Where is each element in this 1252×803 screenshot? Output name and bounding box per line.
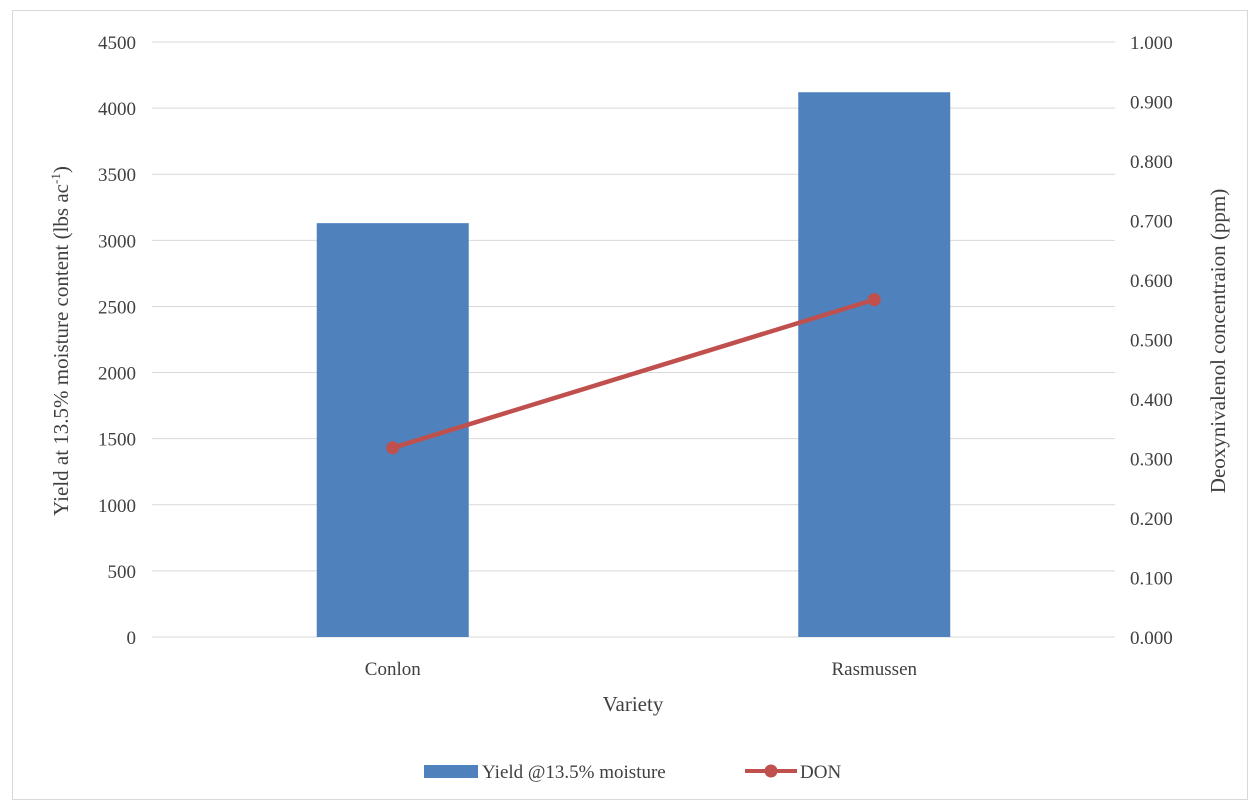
bar-series bbox=[316, 92, 951, 637]
chart-frame bbox=[12, 10, 1248, 800]
right-tick-label: 0.900 bbox=[1130, 93, 1173, 114]
right-tick-label: 0.100 bbox=[1130, 569, 1173, 590]
left-tick-label: 1000 bbox=[98, 496, 136, 517]
left-tick-label: 0 bbox=[127, 628, 137, 649]
left-tick-label: 4000 bbox=[98, 99, 136, 120]
right-tick-label: 0.000 bbox=[1130, 628, 1173, 649]
gridlines bbox=[152, 41, 1115, 638]
x-axis-title: Variety bbox=[603, 692, 664, 716]
line-series bbox=[386, 293, 881, 455]
right-tick-label: 0.700 bbox=[1130, 212, 1173, 233]
right-axis-title: Deoxynivalenol concentraion (ppm) bbox=[1206, 189, 1230, 493]
left-tick-label: 3000 bbox=[98, 231, 136, 252]
left-axis-title: Yield at 13.5% moisture content (lbs ac-… bbox=[48, 166, 73, 516]
right-tick-label: 0.500 bbox=[1130, 331, 1173, 352]
left-tick-label: 2500 bbox=[98, 297, 136, 318]
x-tick-label: Conlon bbox=[365, 659, 421, 680]
right-tick-label: 1.000 bbox=[1130, 33, 1173, 54]
left-tick-label: 1500 bbox=[98, 430, 136, 451]
right-tick-label: 0.200 bbox=[1130, 509, 1173, 530]
x-axis-ticks: Conlon Rasmussen bbox=[365, 659, 918, 680]
right-tick-label: 0.400 bbox=[1130, 390, 1173, 411]
right-tick-label: 0.800 bbox=[1130, 152, 1173, 173]
left-axis-ticks: 0 500 1000 1500 2000 2500 3000 3500 4000 4500 bbox=[98, 33, 136, 649]
right-tick-label: 0.600 bbox=[1130, 271, 1173, 292]
legend-bar-swatch bbox=[424, 765, 478, 778]
x-tick-label: Rasmussen bbox=[832, 659, 918, 680]
left-tick-label: 4500 bbox=[98, 33, 136, 54]
don-point bbox=[386, 441, 400, 455]
left-tick-label: 3500 bbox=[98, 165, 136, 186]
don-line bbox=[392, 297, 875, 450]
left-axis-title-end: ) bbox=[49, 166, 73, 173]
right-axis-ticks: 0.000 0.100 0.200 0.300 0.400 0.500 0.600 0.700… bbox=[1130, 33, 1173, 649]
legend-line-label: DON bbox=[800, 762, 841, 783]
left-axis-title-main: Yield at 13.5% moisture content (lbs ac bbox=[49, 184, 73, 516]
left-tick-label: 2000 bbox=[98, 364, 136, 385]
bar bbox=[798, 92, 951, 637]
left-axis-title-sup: -1 bbox=[48, 173, 63, 184]
left-tick-label: 500 bbox=[108, 562, 137, 583]
legend-line-marker bbox=[764, 764, 778, 778]
legend-bar-label: Yield @13.5% moisture bbox=[482, 762, 666, 783]
legend: Yield @13.5% moisture DON bbox=[424, 762, 841, 783]
right-tick-label: 0.300 bbox=[1130, 450, 1173, 471]
don-point bbox=[867, 293, 881, 307]
